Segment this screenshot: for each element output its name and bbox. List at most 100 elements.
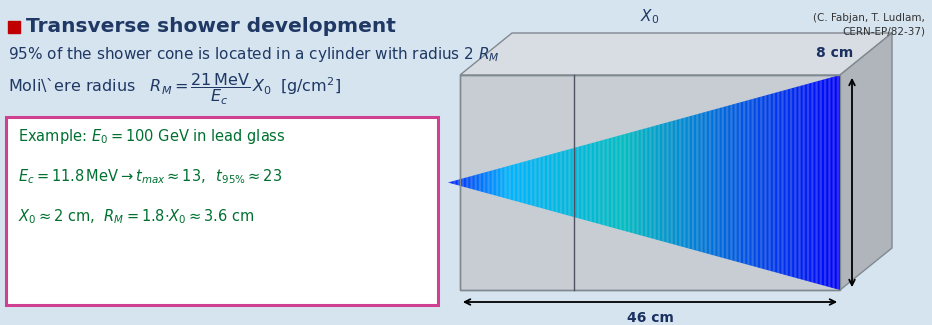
Polygon shape — [621, 135, 622, 230]
Polygon shape — [518, 163, 520, 202]
Polygon shape — [733, 104, 734, 261]
Bar — [8, 21, 20, 33]
Polygon shape — [689, 116, 690, 249]
Polygon shape — [752, 99, 754, 266]
Polygon shape — [796, 87, 797, 278]
Polygon shape — [702, 113, 703, 253]
Polygon shape — [801, 85, 802, 280]
Polygon shape — [738, 103, 739, 262]
Polygon shape — [488, 171, 490, 194]
Polygon shape — [697, 114, 699, 251]
Text: 46 cm: 46 cm — [626, 311, 674, 325]
Polygon shape — [550, 154, 551, 211]
Polygon shape — [585, 145, 586, 220]
Polygon shape — [631, 132, 632, 233]
Polygon shape — [521, 162, 523, 203]
Polygon shape — [800, 86, 801, 279]
Polygon shape — [710, 110, 712, 255]
Polygon shape — [520, 162, 521, 202]
Polygon shape — [604, 139, 605, 226]
Polygon shape — [716, 109, 717, 256]
Polygon shape — [803, 85, 804, 280]
Text: $X_0$: $X_0$ — [640, 8, 659, 26]
Polygon shape — [484, 173, 485, 192]
Polygon shape — [625, 133, 627, 232]
Polygon shape — [724, 107, 725, 258]
Polygon shape — [572, 148, 573, 217]
Polygon shape — [748, 100, 750, 265]
Polygon shape — [497, 169, 498, 196]
Polygon shape — [559, 152, 560, 213]
Polygon shape — [566, 150, 567, 215]
Polygon shape — [528, 160, 529, 205]
Polygon shape — [680, 118, 682, 247]
Polygon shape — [448, 182, 449, 183]
Polygon shape — [781, 91, 783, 274]
Polygon shape — [615, 136, 617, 229]
Polygon shape — [717, 108, 719, 257]
Polygon shape — [469, 176, 471, 188]
Polygon shape — [732, 104, 733, 261]
Polygon shape — [614, 136, 615, 228]
Polygon shape — [543, 156, 544, 209]
Polygon shape — [479, 174, 481, 191]
Polygon shape — [746, 100, 747, 265]
Polygon shape — [563, 150, 564, 214]
Polygon shape — [673, 121, 674, 244]
Polygon shape — [580, 146, 582, 219]
Polygon shape — [617, 136, 618, 229]
Polygon shape — [791, 88, 793, 277]
Polygon shape — [721, 107, 722, 258]
Polygon shape — [670, 121, 671, 244]
Polygon shape — [739, 102, 741, 263]
Polygon shape — [511, 165, 512, 200]
Polygon shape — [830, 77, 832, 288]
Polygon shape — [686, 117, 687, 248]
Polygon shape — [461, 178, 462, 187]
Polygon shape — [765, 95, 767, 270]
Polygon shape — [530, 160, 531, 205]
Polygon shape — [547, 155, 549, 210]
Polygon shape — [679, 119, 680, 246]
Text: 95% of the shower cone is located in a cylinder with radius 2 $R_M$: 95% of the shower cone is located in a c… — [8, 45, 500, 63]
Polygon shape — [554, 153, 555, 212]
Polygon shape — [611, 137, 612, 228]
Polygon shape — [768, 94, 770, 271]
Polygon shape — [813, 82, 814, 283]
Polygon shape — [671, 121, 673, 244]
Polygon shape — [839, 75, 840, 290]
Polygon shape — [811, 83, 813, 282]
Polygon shape — [570, 149, 572, 216]
Polygon shape — [745, 101, 746, 264]
Polygon shape — [588, 144, 589, 221]
Polygon shape — [648, 127, 650, 238]
Polygon shape — [610, 138, 611, 227]
Polygon shape — [525, 161, 527, 204]
Polygon shape — [455, 180, 456, 185]
Polygon shape — [495, 169, 497, 196]
Polygon shape — [450, 181, 452, 184]
Polygon shape — [556, 152, 557, 213]
Polygon shape — [638, 130, 640, 235]
Polygon shape — [833, 76, 835, 289]
Polygon shape — [814, 82, 816, 283]
Polygon shape — [712, 110, 713, 255]
Polygon shape — [785, 90, 787, 275]
Polygon shape — [579, 146, 580, 219]
Polygon shape — [510, 165, 511, 200]
Polygon shape — [508, 166, 510, 199]
Polygon shape — [829, 77, 830, 288]
Polygon shape — [731, 105, 732, 260]
Polygon shape — [644, 128, 645, 237]
Polygon shape — [576, 147, 577, 218]
Polygon shape — [650, 127, 651, 238]
Polygon shape — [589, 143, 591, 222]
Polygon shape — [503, 167, 504, 198]
Polygon shape — [726, 106, 728, 259]
Polygon shape — [771, 94, 772, 271]
Polygon shape — [835, 76, 836, 289]
Polygon shape — [793, 87, 794, 278]
Polygon shape — [468, 177, 469, 188]
Polygon shape — [653, 126, 654, 239]
Polygon shape — [453, 181, 455, 184]
